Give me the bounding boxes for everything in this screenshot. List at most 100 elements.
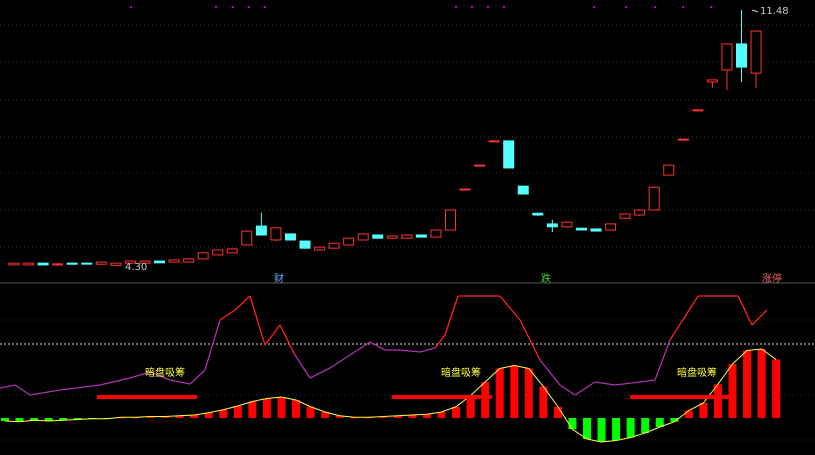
signal-dot xyxy=(625,6,627,8)
accumulation-bar xyxy=(630,395,730,399)
histogram-bar xyxy=(262,398,271,418)
candle-body xyxy=(474,164,486,167)
oscillator-segment xyxy=(751,309,768,326)
high-price-label: 11.48 xyxy=(760,6,789,17)
signal-dot xyxy=(654,6,656,8)
oscillator-segment xyxy=(499,295,521,321)
histogram-bar xyxy=(306,406,315,418)
histogram-bar xyxy=(568,418,577,430)
candle-body xyxy=(750,30,762,74)
marker-cai[interactable]: 财 xyxy=(274,274,284,285)
candle-body xyxy=(8,262,20,266)
histogram-bar xyxy=(510,365,519,418)
candle-body xyxy=(66,262,78,265)
oscillator-segment xyxy=(594,381,616,386)
oscillator-segment xyxy=(169,379,191,385)
histogram-bar xyxy=(175,415,184,418)
candle-body xyxy=(706,79,718,83)
histogram-bar xyxy=(757,349,766,418)
marker-zhangting[interactable]: 涨停 xyxy=(762,274,782,285)
histogram-bar xyxy=(583,418,591,439)
histogram-bar xyxy=(292,400,300,418)
annotation-2: 暗盘吸筹 xyxy=(441,368,481,379)
candle-body xyxy=(517,185,529,195)
candle-body xyxy=(270,227,282,241)
histogram-bar xyxy=(233,406,242,418)
histogram-bar xyxy=(248,401,257,418)
candle-body xyxy=(372,234,384,239)
signal-dot xyxy=(487,6,489,8)
histogram-bar xyxy=(204,412,213,418)
histogram-bar xyxy=(699,403,708,418)
histogram-bar xyxy=(728,364,737,418)
histogram-bar xyxy=(466,395,475,418)
histogram-bar xyxy=(670,418,679,422)
candle-body xyxy=(255,225,267,236)
oscillator-segment xyxy=(294,354,311,379)
oscillator-segment xyxy=(444,295,459,336)
histogram-bar xyxy=(393,415,402,418)
candle-body xyxy=(314,246,326,251)
histogram-bar xyxy=(452,406,461,418)
oscillator-segment xyxy=(559,384,576,396)
candle-body xyxy=(52,263,64,266)
marker-die[interactable]: 跌 xyxy=(541,274,551,285)
candle-body xyxy=(284,233,296,241)
oscillator-segment xyxy=(654,339,671,381)
oscillator-segment xyxy=(349,341,371,356)
oscillator-segment xyxy=(737,295,753,326)
oscillator-segment xyxy=(219,309,236,321)
candle-body xyxy=(634,209,646,216)
candle-body xyxy=(95,261,107,265)
histogram-bar xyxy=(481,382,490,418)
candle-body xyxy=(357,233,369,241)
oscillator-segment xyxy=(369,341,386,351)
histogram-bar xyxy=(321,412,330,418)
histogram-bar xyxy=(437,412,446,418)
candle-body xyxy=(459,188,471,191)
signal-line xyxy=(4,348,777,443)
signal-dot xyxy=(130,6,132,8)
low-price-label: 4.30 xyxy=(125,262,148,273)
candle-body xyxy=(561,221,573,228)
signal-dot xyxy=(682,6,684,8)
candle-body xyxy=(677,138,689,141)
oscillator-segment xyxy=(639,379,656,383)
oscillator-segment xyxy=(574,381,596,396)
signal-dot xyxy=(264,6,266,8)
candle-body xyxy=(328,242,340,249)
candle-body xyxy=(139,260,151,264)
annotation-1: 暗盘吸筹 xyxy=(145,368,185,379)
histogram-bar xyxy=(597,418,606,442)
histogram-bar xyxy=(30,418,39,421)
candle-body xyxy=(663,164,675,176)
candle-body xyxy=(197,252,209,260)
histogram-bar xyxy=(641,418,650,433)
histogram-bar xyxy=(655,418,664,427)
candle-body xyxy=(124,260,136,264)
oscillator-segment xyxy=(264,324,281,346)
oscillator-segment xyxy=(234,295,251,311)
histogram-bar xyxy=(73,418,82,420)
candle-body xyxy=(430,229,442,238)
oscillator-segment xyxy=(309,367,331,379)
candle-body xyxy=(401,234,413,239)
histogram-bar xyxy=(422,414,431,418)
candle-body xyxy=(23,262,35,266)
candle-body xyxy=(721,43,733,71)
oscillator-segment xyxy=(189,369,206,385)
histogram-bar xyxy=(1,418,9,421)
histogram-bar xyxy=(713,384,722,418)
candle-body xyxy=(37,262,49,266)
candle-body xyxy=(212,249,224,256)
candle-body xyxy=(415,234,427,238)
histogram-bar xyxy=(146,416,155,418)
oscillator-segment xyxy=(59,384,101,391)
candle-body xyxy=(736,43,747,68)
candle-body xyxy=(168,259,180,263)
candle-body xyxy=(575,227,587,231)
signal-dot xyxy=(503,6,505,8)
candle-body xyxy=(488,140,500,143)
